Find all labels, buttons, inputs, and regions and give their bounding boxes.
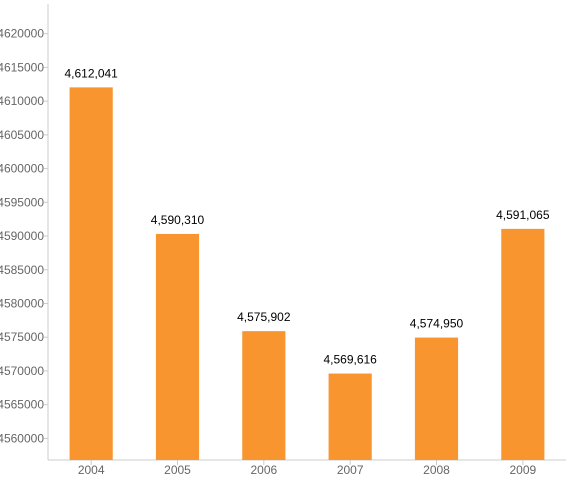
y-tick-label: 4565000	[0, 398, 44, 412]
x-tick-label: 2007	[337, 463, 364, 477]
y-tick-label: 4605000	[0, 128, 44, 142]
data-label-2006: 4,575,902	[237, 310, 291, 324]
bar-2009	[501, 228, 545, 460]
y-axis: 4560000 4565000 4570000 4575000 4580000 45850…	[0, 4, 49, 460]
y-tick-label: 4590000	[0, 229, 44, 243]
data-labels: 4,612,041 4,590,310 4,575,902 4,569,616 4,57…	[64, 66, 549, 366]
y-tick-label: 4570000	[0, 364, 44, 378]
y-tick-label: 4620000	[0, 27, 44, 41]
data-label-2009: 4,591,065	[496, 208, 550, 222]
data-label-2007: 4,569,616	[323, 353, 377, 367]
bar-2008	[414, 337, 459, 460]
y-tick-label: 4560000	[0, 431, 44, 445]
data-label-2004: 4,612,041	[64, 66, 118, 80]
bar-2007	[328, 373, 372, 460]
x-tick-label: 2008	[423, 463, 450, 477]
data-label-2008: 4,574,950	[410, 317, 464, 331]
y-tick-label: 4575000	[0, 330, 44, 344]
y-tick-label: 4615000	[0, 60, 44, 74]
bar-2006	[242, 331, 286, 460]
y-tick-label: 4580000	[0, 297, 44, 311]
y-tick-label: 4600000	[0, 162, 44, 176]
y-tick-label: 4585000	[0, 263, 44, 277]
data-label-2005: 4,590,310	[151, 213, 205, 227]
x-tick-label: 2004	[78, 463, 105, 477]
x-tick-label: 2005	[164, 463, 191, 477]
bars	[69, 87, 545, 460]
bar-2005	[155, 233, 200, 460]
y-tick-label: 4610000	[0, 94, 44, 108]
x-tick-label: 2009	[509, 463, 536, 477]
y-tick-label: 4595000	[0, 195, 44, 209]
x-axis: 2004 2005 2006 2007 2008 2009	[48, 459, 566, 477]
bar-2004	[69, 87, 113, 460]
x-tick-label: 2006	[250, 463, 277, 477]
